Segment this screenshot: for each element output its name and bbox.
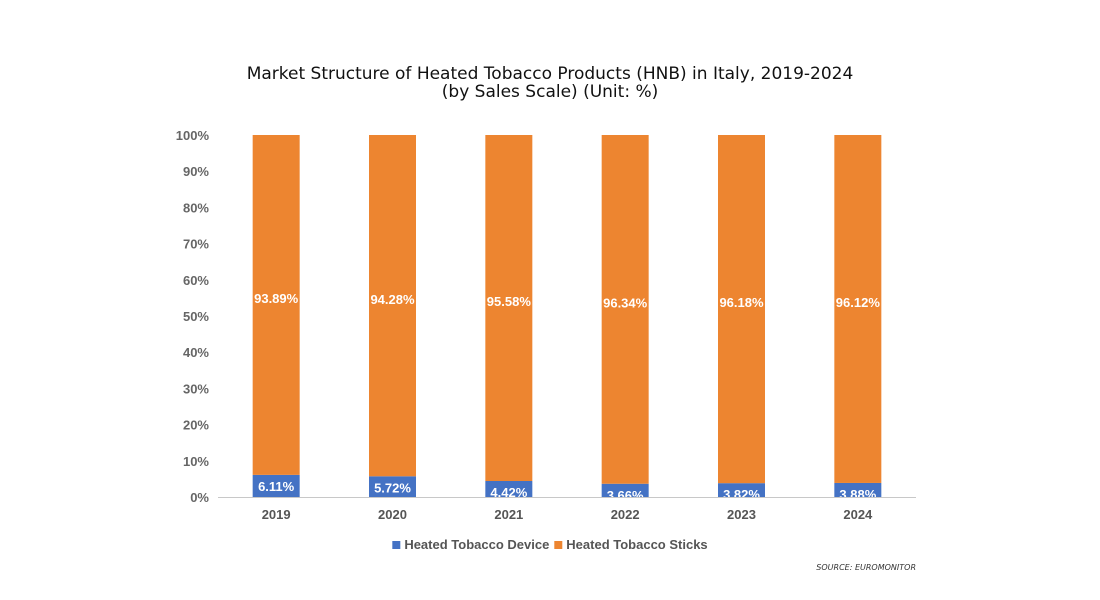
bar-segment-sticks xyxy=(834,135,882,483)
x-tick-label: 2021 xyxy=(494,507,523,522)
data-label: 94.28% xyxy=(370,292,415,307)
data-label: 6.11% xyxy=(258,479,295,494)
data-label: 3.88% xyxy=(839,487,876,502)
y-tick-label: 0% xyxy=(190,490,209,505)
x-tick-label: 2020 xyxy=(378,507,407,522)
x-tick-label: 2022 xyxy=(611,507,640,522)
legend-label: Heated Tobacco Sticks xyxy=(566,537,707,552)
bar-segment-device xyxy=(601,483,649,497)
bar-segment-sticks xyxy=(252,135,300,475)
y-tick-label: 40% xyxy=(183,345,209,360)
plot-area: 6.11% 93.89% 5.72% 94.28% 4.42% 95.58% 3.66% 96… xyxy=(252,135,882,503)
data-label: 93.89% xyxy=(254,291,299,306)
y-tick-label: 80% xyxy=(183,200,209,215)
chart-subtitle: (by Sales Scale) (Unit: %) xyxy=(442,82,658,102)
x-tick-label: 2023 xyxy=(727,507,756,522)
bar-segment-device xyxy=(369,476,416,497)
bar-segment-sticks xyxy=(369,135,416,477)
bar-segment-device xyxy=(834,482,882,497)
y-tick-label: 20% xyxy=(183,418,209,433)
chart-title: Market Structure of Heated Tobacco Produ… xyxy=(247,64,854,84)
bar-segment-device xyxy=(252,474,300,497)
y-axis: 0% 10% 20% 30% 40% 50% 60% 70% 80% 90% 100% xyxy=(176,128,210,505)
y-tick-label: 10% xyxy=(183,454,209,469)
legend-label: Heated Tobacco Device xyxy=(404,537,549,552)
y-tick-label: 60% xyxy=(183,273,209,288)
y-tick-label: 90% xyxy=(183,164,209,179)
data-label: 96.18% xyxy=(719,295,764,310)
x-tick-label: 2019 xyxy=(262,507,291,522)
data-label: 95.58% xyxy=(487,294,532,309)
data-label: 5.72% xyxy=(374,480,411,495)
legend: Heated Tobacco Device Heated Tobacco Stic… xyxy=(392,537,708,552)
y-tick-label: 70% xyxy=(183,237,209,252)
y-tick-label: 50% xyxy=(183,309,209,324)
y-tick-label: 100% xyxy=(176,128,210,143)
bar-segment-device xyxy=(485,480,533,497)
legend-swatch xyxy=(392,541,401,549)
y-tick-label: 30% xyxy=(183,381,209,396)
bar-segment-sticks xyxy=(485,135,533,481)
bar-segment-sticks xyxy=(718,135,765,484)
x-tick-label: 2024 xyxy=(843,507,873,522)
legend-swatch xyxy=(554,541,563,549)
source-note: SOURCE: EUROMONITOR xyxy=(816,563,916,572)
bar-segment-device xyxy=(718,483,765,497)
data-label: 96.12% xyxy=(836,295,881,310)
bar-segment-sticks xyxy=(601,135,649,484)
data-label: 3.82% xyxy=(723,487,760,502)
data-label: 3.66% xyxy=(607,488,644,503)
data-label: 4.42% xyxy=(490,485,527,500)
data-label: 96.34% xyxy=(603,295,648,310)
x-axis: 2019 2020 2021 2022 2023 2024 xyxy=(262,507,873,522)
